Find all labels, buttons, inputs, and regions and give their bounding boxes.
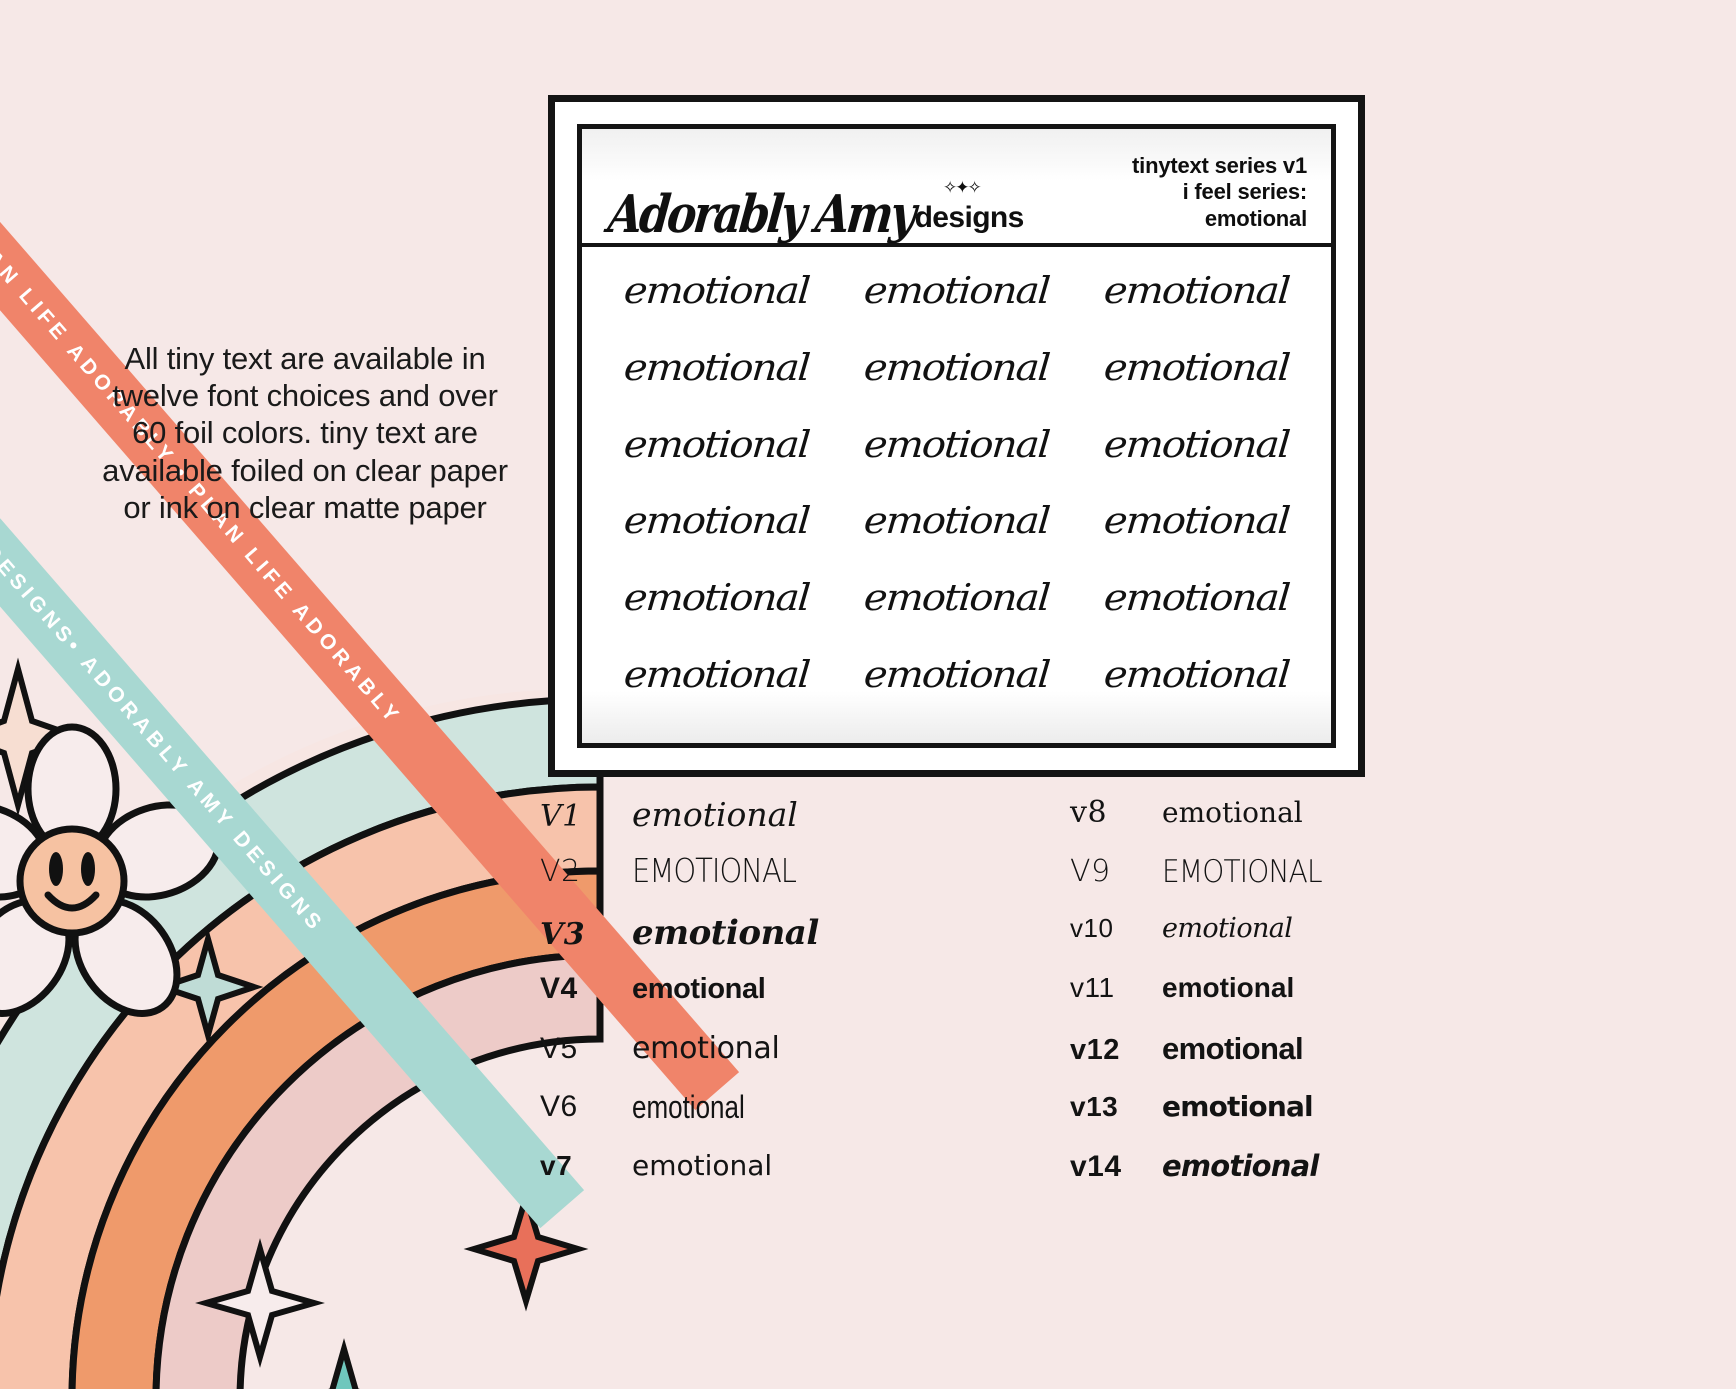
sticker-sheet-card: Adorably Amy designs ✧✦✧ tinytext series…	[548, 95, 1365, 777]
sticker-label: emotional	[1102, 653, 1291, 696]
sticker-label: emotional	[622, 500, 811, 543]
sticker-sheet-inner: Adorably Amy designs ✧✦✧ tinytext series…	[577, 124, 1336, 748]
sheet-subseries-line: i feel series:	[1182, 179, 1308, 205]
sticker-grid: emotional emotional emotional emotional emot…	[582, 247, 1331, 743]
font-version-sample: emotional	[632, 973, 766, 1005]
font-version-sample: emotional	[632, 795, 798, 834]
font-version-row: v11 emotional	[1070, 972, 1540, 1031]
brand-logo: Adorably Amy designs ✧✦✧	[605, 179, 1025, 245]
sticker-label: emotional	[1102, 500, 1291, 543]
font-version-sample: emotional	[632, 1031, 780, 1066]
font-version-column-left: V1 emotional V2 emotional V3 emotional V4 emoti…	[540, 795, 1010, 1208]
sheet-header: Adorably Amy designs ✧✦✧ tinytext series…	[582, 129, 1331, 247]
font-version-row: v7 emotional	[540, 1149, 1010, 1208]
font-version-number: v7	[540, 1150, 573, 1181]
font-version-sample: emotional	[1162, 972, 1295, 1003]
font-version-row: v14 emotional	[1070, 1149, 1540, 1208]
font-version-number: V2	[540, 854, 581, 889]
font-version-row: v10 emotional	[1070, 913, 1540, 972]
font-version-sample: emotional	[632, 1088, 745, 1126]
font-version-number: V1	[540, 799, 582, 834]
font-version-number: v10	[1070, 913, 1114, 943]
font-version-number: v13	[1070, 1091, 1119, 1122]
font-version-sample: emotional	[1162, 1090, 1314, 1123]
font-version-number: v11	[1070, 972, 1115, 1003]
font-version-row: V2 emotional	[540, 851, 1010, 913]
sticker-label: emotional	[862, 346, 1051, 390]
font-version-sample: emotional	[632, 913, 819, 953]
font-version-sample: emotional	[632, 851, 797, 891]
font-version-sample: emotional	[1162, 796, 1303, 829]
font-version-number: V3	[540, 917, 586, 952]
font-version-number: V5	[540, 1032, 578, 1065]
font-version-number: v12	[1070, 1034, 1120, 1066]
sticker-label: emotional	[862, 423, 1051, 466]
font-version-sample: emotional	[1162, 853, 1323, 890]
sheet-series-line: tinytext series v1	[1132, 152, 1307, 178]
font-version-sample: emotional	[1162, 1031, 1304, 1066]
sticker-label: emotional	[622, 423, 811, 466]
sheet-title-block: tinytext series v1 i feel series: emotio…	[1132, 153, 1307, 239]
font-version-row: V3 emotional	[540, 913, 1010, 972]
sticker-label: emotional	[622, 270, 811, 313]
sticker-label: emotional	[862, 653, 1051, 696]
font-version-number: v14	[1070, 1150, 1122, 1183]
sticker-label: emotional	[1102, 270, 1291, 313]
font-version-sample: emotional	[1162, 1149, 1319, 1183]
font-version-row: V1 emotional	[540, 795, 1010, 854]
font-version-number: V9	[1070, 854, 1111, 889]
font-version-number: V4	[540, 972, 578, 1005]
font-version-number: V6	[540, 1090, 578, 1123]
font-version-number: v8	[1070, 795, 1108, 830]
font-version-sample: emotional	[632, 1149, 773, 1182]
font-version-column-right: v8 emotional V9 emotional v10 emotional v11 emo…	[1070, 795, 1540, 1208]
font-version-row: V9 emotional	[1070, 853, 1540, 913]
smiley-daisy-icon	[0, 723, 223, 1017]
font-version-row: v13 emotional	[1070, 1090, 1540, 1149]
brand-script-text: Adorably Amy	[605, 185, 917, 246]
font-version-list: V1 emotional V2 emotional V3 emotional V4 emoti…	[540, 795, 1540, 1208]
sticker-label: emotional	[862, 270, 1051, 313]
font-version-row: V5 emotional	[540, 1031, 1010, 1090]
font-version-row: v12 emotional	[1070, 1031, 1540, 1090]
sheet-word-line: emotional	[1204, 206, 1307, 232]
sticker-label: emotional	[1102, 423, 1291, 466]
sticker-label: emotional	[1102, 346, 1291, 390]
font-version-row: V6 emotional	[540, 1088, 1010, 1149]
sticker-label: emotional	[862, 500, 1051, 543]
availability-blurb: All tiny text are available in twelve fo…	[102, 341, 508, 525]
font-version-row: v8 emotional	[1070, 795, 1540, 854]
sticker-label: emotional	[1102, 576, 1291, 620]
font-version-row: V4 emotional	[540, 972, 1010, 1031]
sticker-label: emotional	[622, 346, 811, 390]
sticker-label: emotional	[622, 653, 811, 696]
sticker-label: emotional	[862, 576, 1051, 620]
sparkle-icon: ✧✦✧	[943, 178, 982, 198]
font-version-sample: emotional	[1162, 913, 1293, 944]
sticker-label: emotional	[622, 576, 811, 620]
brand-designs-text: designs	[914, 201, 1025, 234]
